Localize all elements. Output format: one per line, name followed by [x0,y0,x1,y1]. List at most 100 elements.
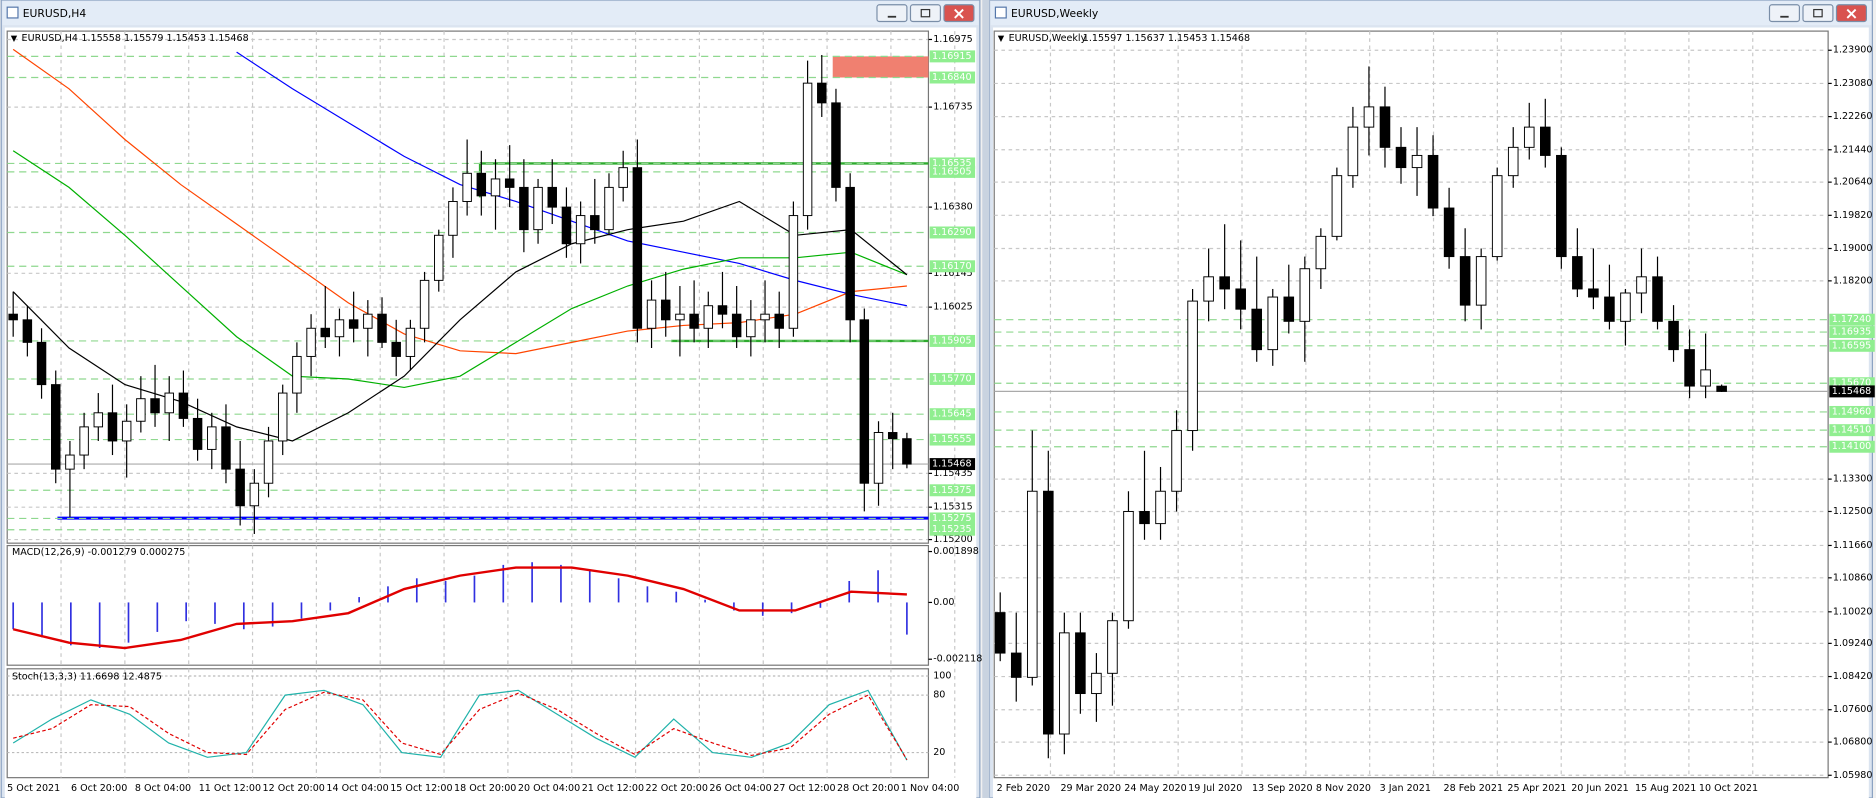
candle-body [1283,296,1295,322]
time-label: 13 Sep 2020 [1252,783,1313,794]
time-label: 29 Mar 2020 [1060,783,1121,794]
macd-scale-label: 0.001898 [933,546,979,557]
candle-body [1716,385,1727,392]
level-label: 1.16505 [932,166,972,177]
candle-body [817,82,827,104]
macd-scale-label: -0.002118 [933,654,982,665]
title-bar [2,1,979,26]
time-label: 12 Oct 20:00 [263,783,325,794]
level-label-bg [929,433,976,446]
level-label-bg [929,373,976,385]
price-label: 1.10020 [1833,606,1873,617]
candle-body [1443,207,1455,258]
minimize-button[interactable] [876,4,908,23]
candle-body [249,482,260,507]
candle-body [533,186,543,231]
chart-header-arrow: ▼ [11,33,18,43]
candle-body [519,186,529,231]
candle-body [1395,146,1407,169]
price-label: 1.15200 [933,534,973,545]
candle-body [1043,490,1054,735]
price-label: 1.10860 [1833,572,1873,583]
candle-body [306,327,316,357]
level-label: 1.16170 [932,261,972,272]
window-icon [994,6,1007,19]
candle-body [207,426,217,450]
candle-body [1155,490,1166,525]
maximize-button[interactable] [909,4,941,23]
candle-body [51,384,61,470]
candle-body [1075,632,1086,695]
candle-body [1523,126,1535,148]
candle-body [1091,672,1102,695]
candle-body [277,392,288,442]
candle-body [1540,126,1551,156]
candle-body [65,454,75,470]
candle-body [334,319,345,338]
candle-body [263,440,274,484]
price-label: 1.08420 [1833,671,1873,682]
candle-body [1059,632,1070,735]
candle-body [1315,235,1327,270]
time-label: 18 Oct 20:00 [454,783,516,794]
candle-body [902,438,912,465]
close-glyph [954,8,964,19]
time-label: 20 Oct 04:00 [518,783,580,794]
level-label: 1.16840 [932,72,972,83]
moving-average [12,200,908,442]
time-label: 15 Oct 12:00 [390,783,452,794]
candle-body [1347,126,1359,177]
candle-body [1475,256,1487,306]
candle-body [1604,296,1615,322]
maximize-button[interactable] [1802,4,1834,23]
level-label-bg [1829,377,1875,390]
candle-body [79,426,89,456]
time-label: 3 Jan 2021 [1380,783,1431,794]
candle-body [703,305,714,329]
price-label: 1.16735 [933,102,973,113]
candle-body [136,398,146,422]
minimize-button[interactable] [1768,4,1801,23]
candle-body [221,426,231,470]
candle-body [845,186,855,321]
candle-body [1636,276,1647,294]
chart-header-arrow: ▼ [998,33,1005,43]
candle-body [547,186,557,208]
level-label: 1.15645 [932,409,972,420]
time-label: 11 Oct 12:00 [199,783,261,794]
time-label: 28 Oct 20:00 [837,783,899,794]
macd-scale-label: 0.00 [933,597,954,608]
price-label: 1.05980 [1833,770,1873,781]
time-label: 2 Feb 2020 [997,783,1050,794]
price-panel [993,30,1829,779]
current-price: 1.15468 [1832,386,1872,397]
level-label: 1.14100 [1832,441,1872,452]
candle-body [1363,106,1375,128]
candle-body [731,313,742,338]
time-label: 22 Oct 20:00 [646,783,708,794]
price-label: 1.19000 [1833,243,1873,254]
time-label: 14 Oct 04:00 [326,783,388,794]
price-panel [6,30,930,544]
level-label: 1.15770 [932,373,972,384]
candle-body [320,327,331,338]
candle-body [1411,154,1423,169]
candle-body [292,355,302,394]
current-price-bg [929,458,976,471]
window-separator [982,0,990,798]
candle-body [150,398,160,414]
stoch-scale-label: 100 [933,670,951,681]
candle-body [405,327,416,357]
candle-body [348,319,359,329]
candle-body [1026,490,1038,678]
candle-body [618,167,628,188]
price-label: 1.23080 [1833,78,1873,89]
stoch-panel [6,668,930,779]
price-label: 1.13300 [1833,474,1873,485]
candle-body [1331,175,1343,237]
candle-body [107,412,118,442]
candle-body [831,102,841,188]
level-label: 1.16595 [1832,340,1872,351]
level-label: 1.15375 [932,485,972,496]
candle-body [490,178,501,197]
